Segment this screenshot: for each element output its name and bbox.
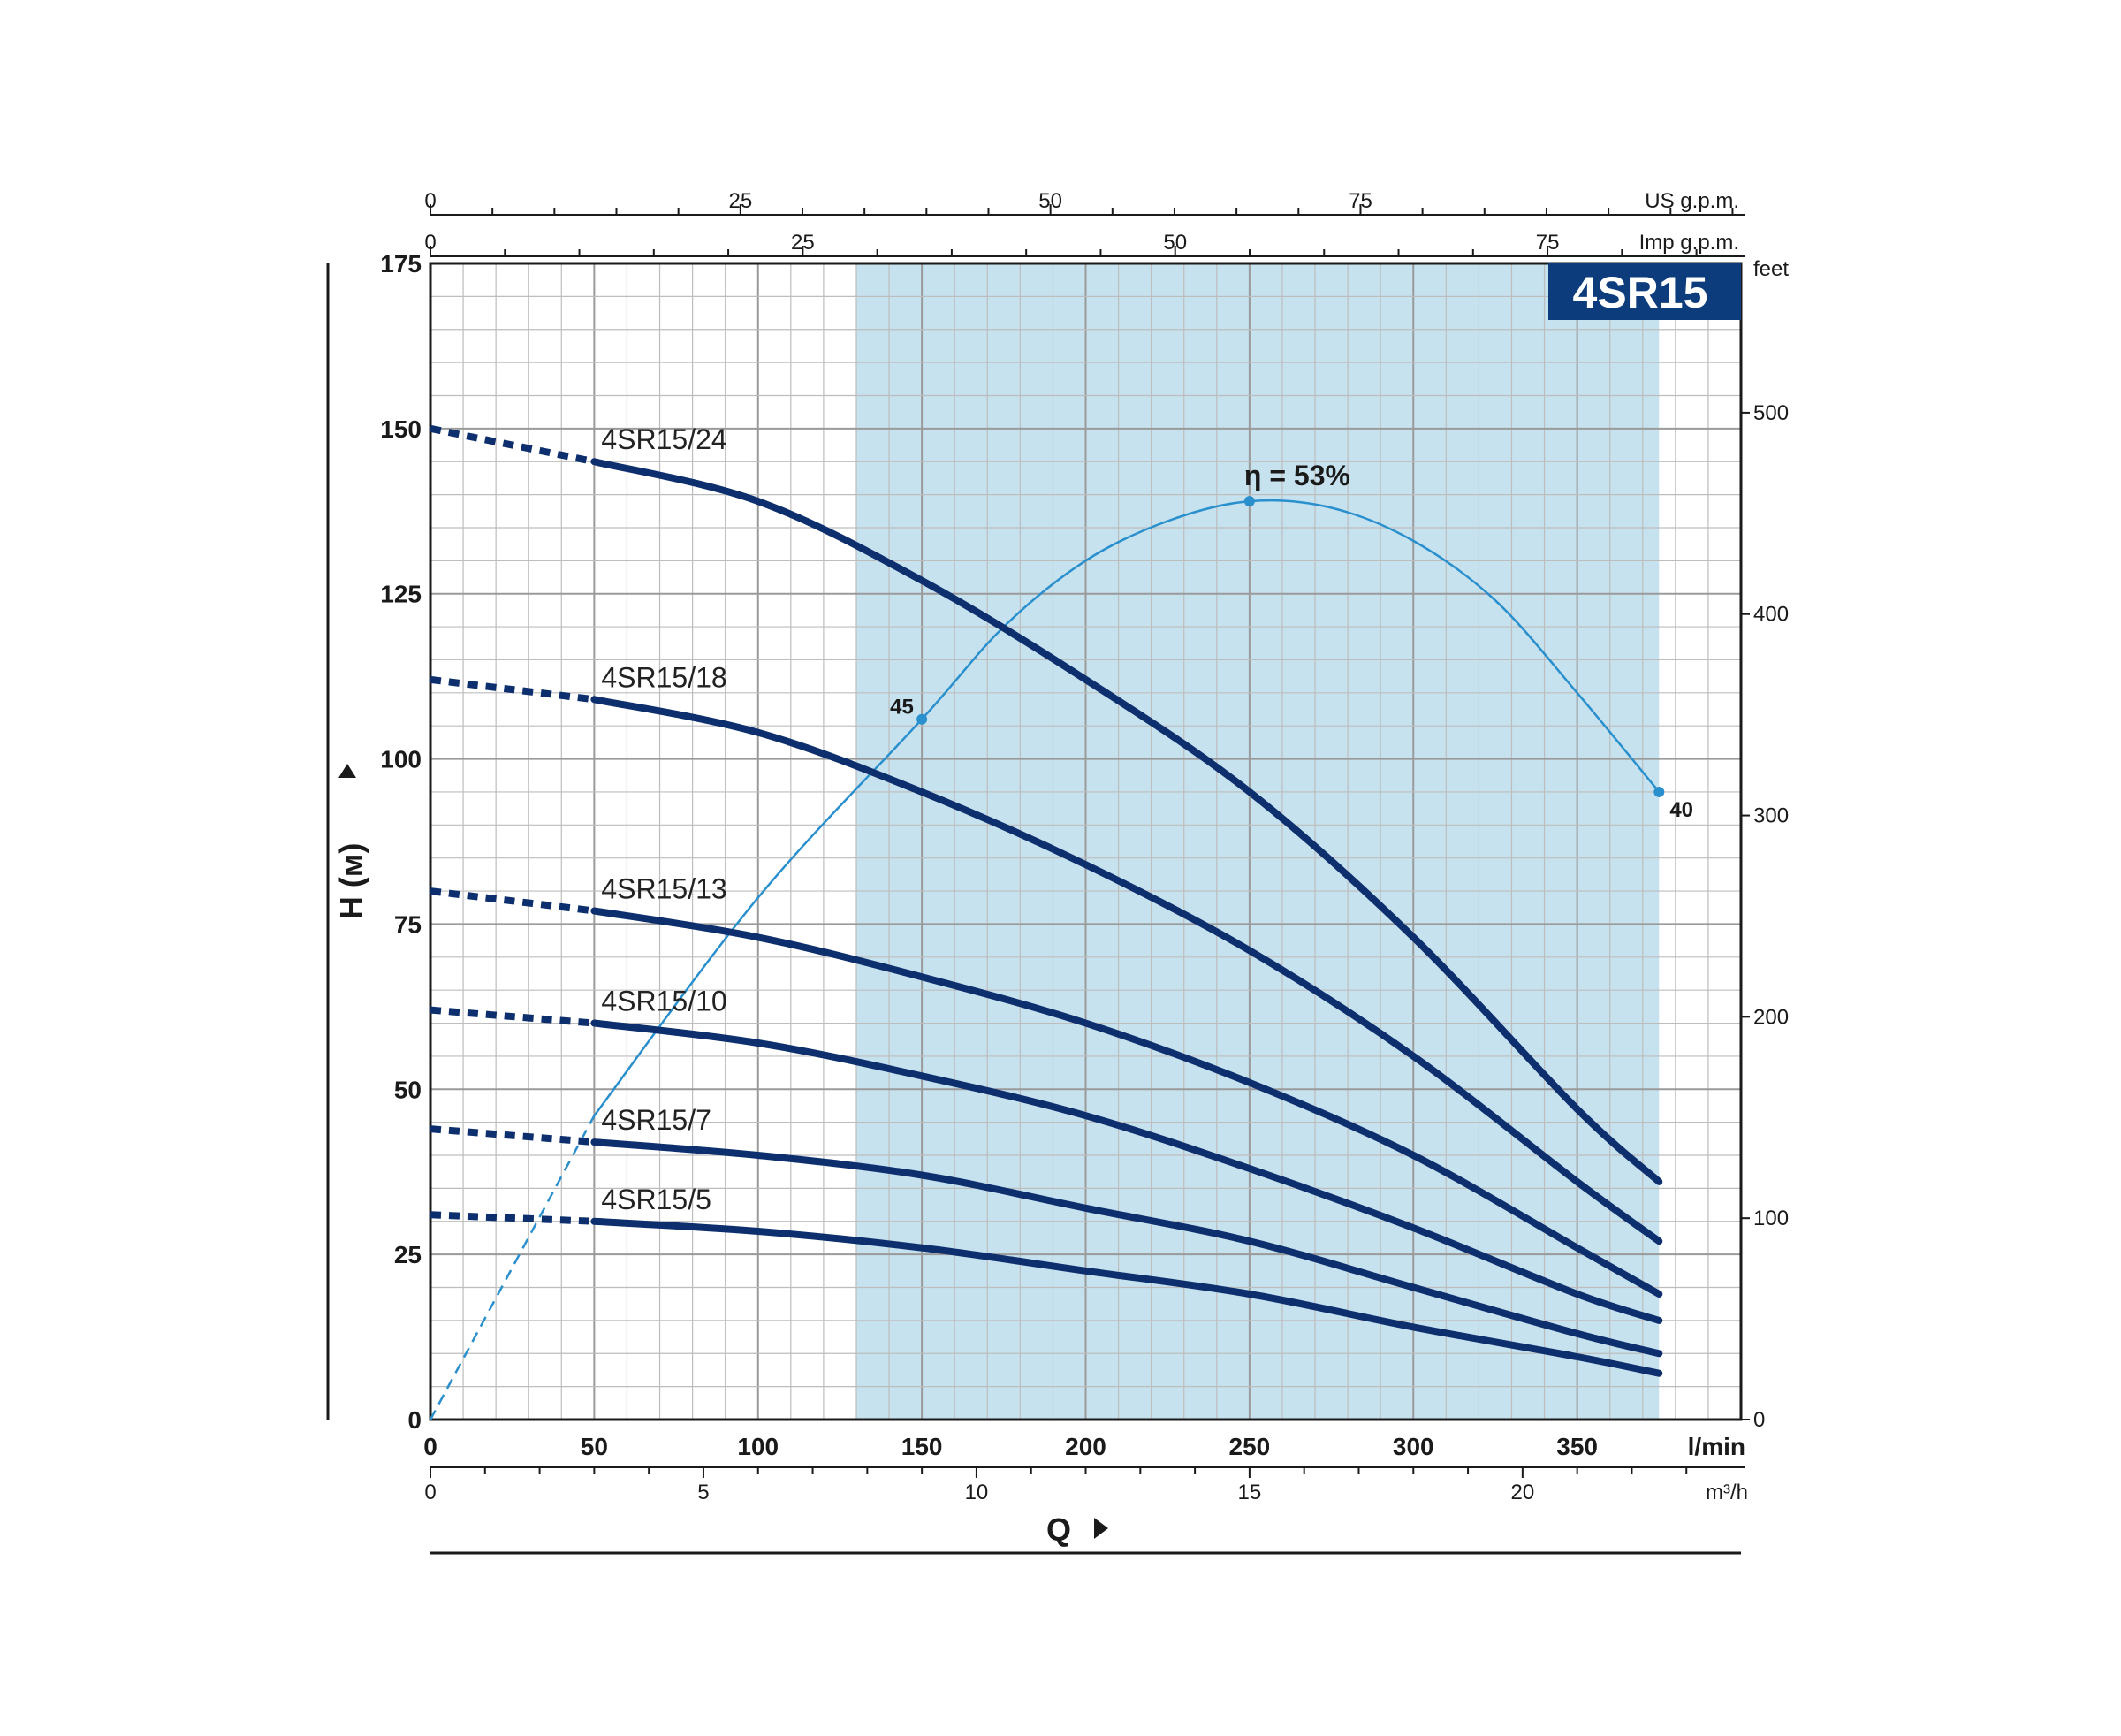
efficiency-marker [1653, 786, 1665, 797]
curve-label: 4SR15/24 [601, 423, 726, 455]
m3h-tick-label: 0 [424, 1481, 436, 1504]
m3h-tick-label: 15 [1238, 1481, 1262, 1504]
x-tick-label: 150 [901, 1433, 943, 1460]
plot-border [429, 262, 1743, 1421]
axes: 02550751001251501750100200300400500feet0… [326, 189, 1789, 1555]
curve-4SR15-5 [590, 1217, 1663, 1377]
curve-labels: 4SR15/24 4SR15/18 4SR15/13 4SR15/10 4SR15/7 4… [601, 423, 726, 1215]
us-gpm-tick-label: 75 [1349, 189, 1372, 213]
y-axis-title: H (м) [333, 843, 369, 920]
curve-dashed-start [430, 424, 596, 466]
efficiency-marker-label: 45 [890, 696, 914, 720]
y-tick-label: 75 [394, 910, 422, 938]
feet-tick-label: 200 [1753, 1005, 1789, 1029]
curve-dashed-start [430, 1006, 595, 1027]
recommended-range-band [855, 263, 1660, 1420]
imp-gpm-tick-label: 25 [791, 231, 815, 255]
x-tick-label: 250 [1229, 1433, 1271, 1460]
x-tick-label: 50 [581, 1433, 608, 1460]
m3h-tick-label: 10 [965, 1481, 989, 1504]
curve-dashed-start [430, 887, 595, 915]
recommended-band [855, 263, 1660, 1420]
x-tick-label: 100 [737, 1433, 779, 1460]
feet-tick-label: 0 [1753, 1408, 1765, 1432]
badge-text: 4SR15 [1573, 268, 1708, 317]
model-badge: 4SR15 [1548, 263, 1741, 320]
feet-tick-label: 300 [1753, 804, 1789, 828]
efficiency-peak-label: η = 53% [1244, 460, 1350, 491]
curve-4SR15-24 [590, 458, 1663, 1185]
imp-gpm-tick-label: 0 [424, 231, 436, 255]
x-tick-label: 300 [1393, 1433, 1434, 1460]
curve-label: 4SR15/18 [601, 661, 726, 693]
imp-gpm-tick-label: 50 [1163, 231, 1187, 255]
feet-unit-label: feet [1753, 257, 1789, 281]
x-tick-label: 350 [1556, 1433, 1598, 1460]
imp-gpm-unit-label: Imp g.p.m. [1639, 231, 1739, 255]
y-tick-label: 25 [394, 1241, 422, 1268]
us-gpm-unit-label: US g.p.m. [1645, 189, 1739, 213]
imp-gpm-tick-label: 75 [1536, 231, 1560, 255]
curve-4SR15-7 [590, 1138, 1663, 1358]
feet-tick-label: 500 [1753, 401, 1789, 425]
badge-box [1548, 263, 1741, 320]
performance-curves [430, 424, 1663, 1377]
curve-label: 4SR15/7 [601, 1104, 711, 1136]
curve-label: 4SR15/5 [601, 1184, 711, 1215]
x-tick-label: 200 [1065, 1433, 1106, 1460]
y-tick-label: 0 [407, 1406, 422, 1434]
efficiency-marker [916, 713, 928, 725]
efficiency-marker-label: 40 [1669, 798, 1693, 822]
us-gpm-tick-label: 25 [728, 189, 752, 213]
y-tick-label: 100 [380, 746, 422, 773]
efficiency-curve-dashed [429, 1115, 596, 1420]
x-unit-label: l/min [1688, 1433, 1745, 1460]
curve-4SR15-10 [590, 1019, 1663, 1324]
m3h-tick-label: 5 [697, 1481, 709, 1504]
efficiency-curve: 45 40 η = 53% [429, 460, 1693, 1420]
curve-dashed-start [430, 1125, 595, 1146]
efficiency-curve-line [593, 499, 1661, 1116]
plot-frame [429, 262, 1743, 1421]
curve-4SR15-18 [590, 696, 1663, 1245]
feet-tick-label: 400 [1753, 603, 1789, 627]
x-tick-label: 0 [423, 1433, 437, 1460]
curve-label: 4SR15/13 [601, 872, 726, 904]
y-tick-label: 50 [394, 1076, 422, 1103]
y-axis-arrow-icon [338, 764, 356, 778]
curve-dashed-start [430, 1211, 595, 1225]
us-gpm-tick-label: 0 [424, 189, 436, 213]
curve-4SR15-13 [590, 907, 1663, 1298]
y-tick-label: 125 [380, 581, 422, 608]
y-tick-label: 175 [380, 250, 422, 278]
y-tick-label: 150 [380, 415, 422, 443]
curve-label: 4SR15/10 [601, 986, 726, 1017]
x-axis-arrow-icon [1094, 1518, 1108, 1539]
curve-dashed-start [430, 675, 595, 704]
m3h-unit-label: m³/h [1706, 1481, 1748, 1504]
feet-tick-label: 100 [1753, 1207, 1789, 1230]
efficiency-marker [1243, 496, 1255, 507]
us-gpm-tick-label: 50 [1038, 189, 1062, 213]
m3h-tick-label: 20 [1511, 1481, 1535, 1504]
x-axis-title: Q [1046, 1511, 1071, 1548]
